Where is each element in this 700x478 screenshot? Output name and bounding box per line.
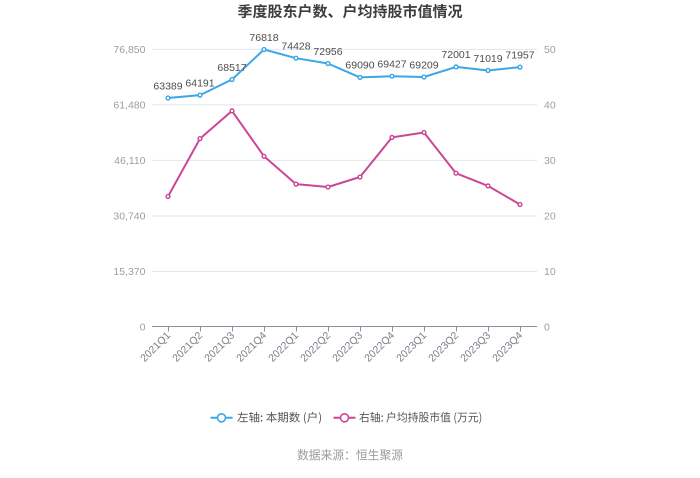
- svg-text:72956: 72956: [313, 46, 342, 58]
- svg-text:15,370: 15,370: [113, 266, 145, 278]
- svg-text:76818: 76818: [249, 32, 278, 44]
- svg-text:71019: 71019: [473, 53, 502, 65]
- svg-text:68517: 68517: [217, 62, 246, 74]
- svg-text:30,740: 30,740: [113, 211, 145, 223]
- svg-text:10: 10: [544, 266, 556, 278]
- svg-text:69090: 69090: [345, 60, 374, 72]
- svg-text:64191: 64191: [185, 77, 214, 89]
- svg-text:71957: 71957: [505, 49, 534, 61]
- svg-text:74428: 74428: [281, 41, 310, 53]
- svg-text:30: 30: [544, 155, 556, 167]
- svg-text:20: 20: [544, 211, 556, 223]
- svg-text:50: 50: [544, 44, 556, 56]
- svg-text:0: 0: [544, 322, 550, 334]
- svg-text:0: 0: [140, 322, 146, 334]
- svg-text:72001: 72001: [441, 49, 470, 61]
- svg-text:40: 40: [544, 99, 556, 111]
- svg-text:69427: 69427: [377, 59, 406, 71]
- svg-text:76,850: 76,850: [113, 44, 145, 56]
- svg-text:46,110: 46,110: [114, 155, 145, 167]
- svg-text:69209: 69209: [409, 59, 438, 71]
- svg-text:61,480: 61,480: [113, 99, 145, 111]
- svg-text:63389: 63389: [153, 80, 182, 92]
